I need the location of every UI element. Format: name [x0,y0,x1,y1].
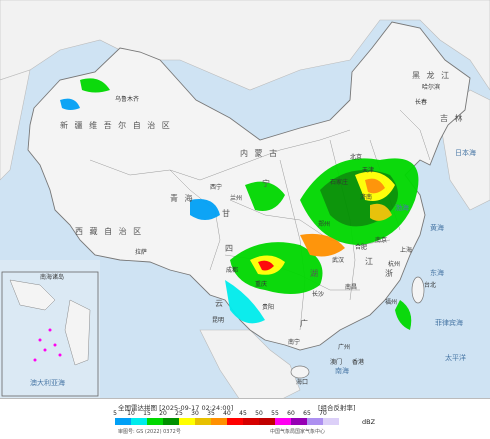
city-haikou: 海口 [296,379,309,386]
city-shijiazhuang: 石家庄 [330,179,349,186]
city-nanning: 南宁 [288,339,301,346]
label-xinjiang: 新 疆 维 吾 尔 自 治 区 [60,121,172,130]
city-changsha: 长沙 [312,291,325,298]
city-jinan: 济南 [360,194,373,201]
label-gan: 甘 [222,209,232,218]
legend-swatch [291,418,307,425]
legend-swatch [323,418,339,425]
city-macao: 澳门 [330,359,343,366]
city-urumqi: 乌鲁木齐 [115,96,140,103]
label-jiang: 江 [365,257,375,266]
label-xizang: 西 藏 自 治 区 [75,227,144,236]
legend-swatch [179,418,195,425]
label-bohai: 渤海 [395,204,409,212]
city-hefei: 合肥 [355,244,368,251]
label-sea-east: 东海 [430,269,444,277]
city-wuhan: 武汉 [332,257,345,264]
city-shanghai: 上海 [400,247,413,254]
city-kunming: 昆明 [212,317,225,324]
legend-unit: dBZ [362,418,376,426]
legend-tick-label: 10 [127,410,135,417]
label-hu: 湖 [310,269,320,278]
legend-tick-label: 65 [303,410,311,417]
city-guangzhou: 广州 [338,344,351,351]
legend-swatch [307,418,323,425]
label-si: 四 [225,244,235,253]
legend-tick-label: 60 [287,410,295,417]
legend-swatch [195,418,211,425]
legend-tick-label: 40 [223,410,231,417]
legend-approval: 审图号: GS (2022) 0372号 [118,429,181,435]
city-changchun: 长春 [415,99,428,106]
label-ning: 宁 [262,179,272,188]
city-guiyang: 贵阳 [262,304,275,311]
legend-title: 全国雷达拼图 [2025-09-17 02:24:00] [118,404,234,412]
label-nanhai-islands: 南海诸岛 [40,274,65,281]
legend-swatch [131,418,147,425]
legend-tick-label: 50 [255,410,263,417]
legend-swatch [243,418,259,425]
label-jilin: 吉 林 [440,114,465,123]
legend-publisher: 中国气象局国家气象中心 [270,429,326,435]
label-guang: 广 [300,319,310,328]
legend-swatch [163,418,179,425]
label-zhe: 浙 [385,269,395,278]
legend-tick-label: 20 [159,410,167,417]
city-lanzhou: 兰州 [230,195,243,202]
label-south-sea: 南海 [335,367,349,375]
legend-swatch [275,418,291,425]
label-au-sea: 澳大利亚海 [30,379,65,387]
legend-swatch [211,418,227,425]
city-taipei: 台北 [424,282,437,289]
legend-tick-label: 15 [143,410,151,417]
city-hangzhou: 杭州 [388,261,401,268]
legend-swatch [227,418,243,425]
label-sea-yellow: 黄海 [430,224,444,232]
city-harbin: 哈尔滨 [422,84,441,91]
legend-tick-label: 25 [175,410,183,417]
legend-tick-label: 30 [191,410,199,417]
label-heilongjiang: 黑 龙 江 [412,71,452,80]
city-nanjing: 南京 [375,237,388,244]
legend-product: [组合反射率] [318,404,356,412]
label-qinghai: 青 海 [170,194,195,203]
legend-swatch [115,418,131,425]
city-hongkong: 香港 [352,359,365,366]
legend-tick-label: 55 [271,410,279,417]
label-pacific: 太平洋 [445,354,466,362]
legend-ticks: 5 10 15 20 25 30 35 40 45 50 55 60 65 70 [113,410,351,418]
city-xining: 西宁 [210,184,223,191]
label-philippine-sea: 菲律宾海 [435,319,463,327]
city-nanchang: 南昌 [345,284,358,291]
city-chongqing: 重庆 [255,281,268,288]
legend-panel: 全国雷达拼图 [2025-09-17 02:24:00] [组合反射率] 5 10… [0,398,490,439]
city-beijing: 北京 [350,154,363,161]
city-chengdu: 成都 [226,267,239,274]
legend-tick-label: 5 [113,410,117,417]
city-lhasa: 拉萨 [135,249,148,256]
label-neimenggu: 内 蒙 古 [240,149,280,158]
legend-color-bar [115,418,339,425]
label-yun: 云 [215,299,225,308]
city-zhengzhou: 郑州 [318,221,331,228]
legend-tick-label: 45 [239,410,247,417]
map-canvas [0,0,490,400]
city-tianjin: 天津 [362,167,375,174]
legend-tick-label: 35 [207,410,215,417]
legend-swatch [147,418,163,425]
label-sea-japan: 日本海 [455,149,476,157]
legend-swatch [259,418,275,425]
city-fuzhou: 福州 [385,299,398,306]
legend-tick-label: 70 [319,410,327,417]
